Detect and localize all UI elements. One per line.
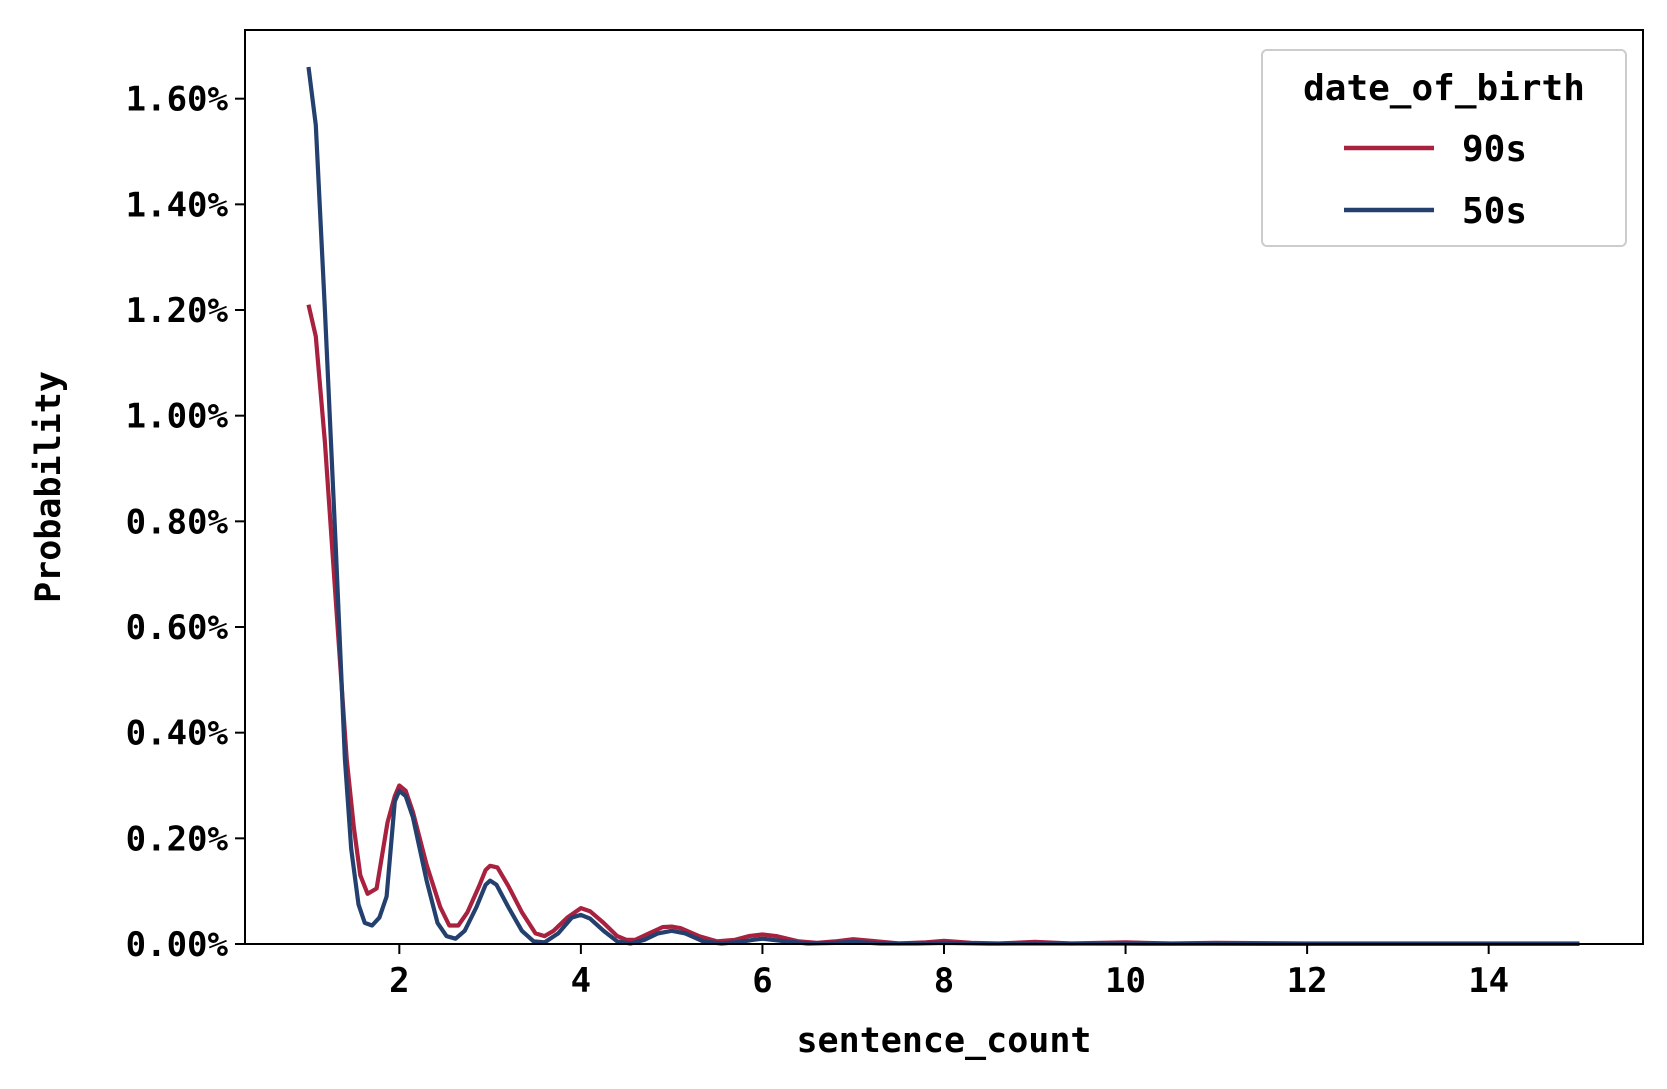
legend-entries: 90s 50s bbox=[1344, 129, 1527, 232]
y-tick-label: 1.40% bbox=[126, 185, 229, 225]
legend-title: date_of_birth bbox=[1303, 68, 1585, 109]
x-axis: 2 4 6 8 10 12 14 bbox=[389, 944, 1509, 1001]
x-tick-label: 12 bbox=[1287, 961, 1328, 1001]
y-tick-label: 0.00% bbox=[126, 925, 229, 965]
y-tick-label: 1.20% bbox=[126, 291, 229, 331]
x-tick-label: 2 bbox=[389, 961, 409, 1001]
legend: date_of_birth 90s 50s bbox=[1261, 49, 1627, 247]
y-axis: 0.00% 0.20% 0.40% 0.60% 0.80% 1.00% 1.20% 1.40%… bbox=[126, 80, 245, 965]
series-line-90s bbox=[306, 304, 1580, 946]
x-tick-label: 8 bbox=[934, 961, 954, 1001]
x-axis-label: sentence_count bbox=[796, 1021, 1091, 1061]
y-tick-label: 0.40% bbox=[126, 714, 229, 754]
y-tick-label: 1.00% bbox=[126, 397, 229, 437]
legend-label-50s: 50s bbox=[1462, 191, 1527, 232]
y-tick-label: 0.20% bbox=[126, 819, 229, 859]
y-tick-label: 0.80% bbox=[126, 502, 229, 542]
x-tick-label: 4 bbox=[571, 961, 591, 1001]
x-tick-label: 10 bbox=[1105, 961, 1146, 1001]
x-tick-label: 6 bbox=[752, 961, 772, 1001]
y-tick-label: 1.60% bbox=[126, 80, 229, 120]
y-tick-label: 0.60% bbox=[126, 608, 229, 648]
y-axis-label: Probability bbox=[29, 371, 69, 603]
legend-label-90s: 90s bbox=[1462, 129, 1527, 170]
legend-box bbox=[1261, 49, 1627, 247]
x-tick-label: 14 bbox=[1468, 961, 1509, 1001]
